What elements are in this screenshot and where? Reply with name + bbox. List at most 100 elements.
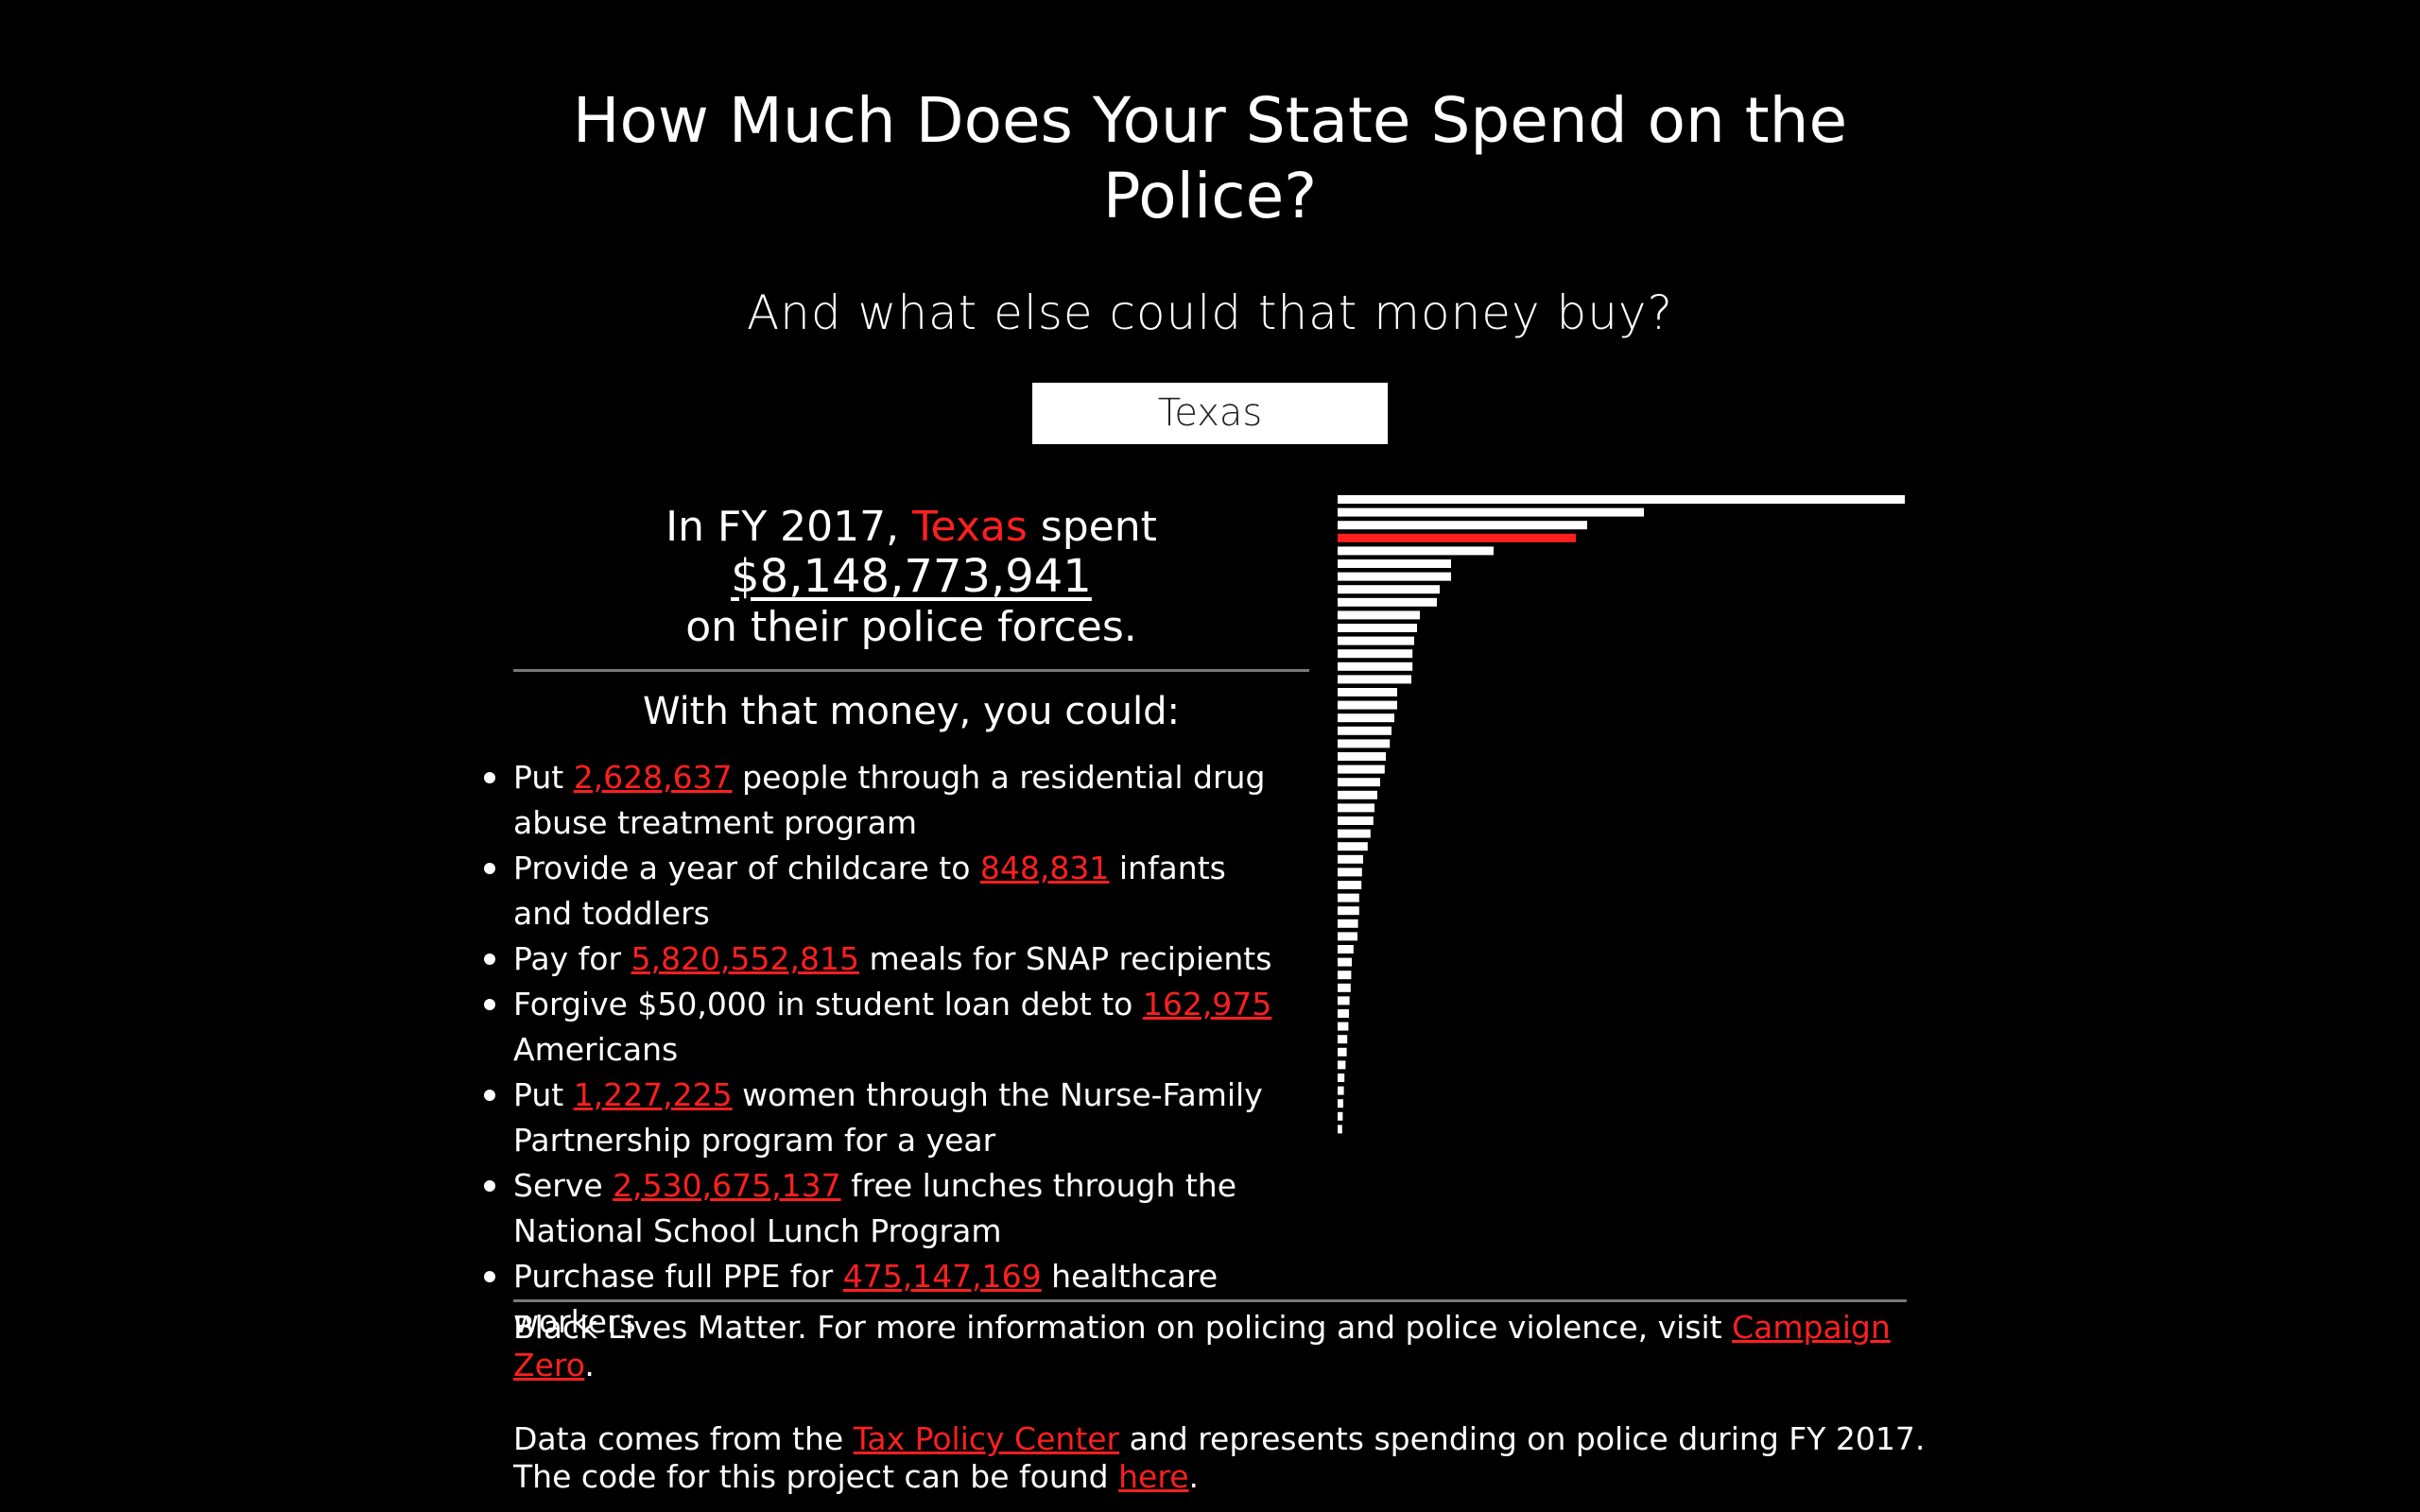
state-bar[interactable] (1338, 507, 1644, 517)
code-note: The code for this project can be found h… (513, 1458, 1931, 1496)
state-bar[interactable] (1338, 1086, 1344, 1095)
state-bar[interactable] (1338, 842, 1368, 851)
state-bar[interactable] (1338, 829, 1371, 838)
state-bar[interactable] (1338, 559, 1451, 568)
state-bar[interactable] (1338, 765, 1385, 774)
state-bar[interactable] (1338, 919, 1358, 928)
state-bar[interactable] (1338, 996, 1350, 1005)
state-bar[interactable] (1338, 636, 1414, 645)
blm-period: . (584, 1347, 595, 1383)
state-bar[interactable] (1338, 945, 1354, 954)
alternative-text-after: Americans (513, 1031, 679, 1068)
state-bar[interactable] (1338, 572, 1451, 581)
alternative-number-link[interactable]: 2,530,675,137 (613, 1167, 841, 1204)
bullet-icon (484, 1090, 495, 1101)
state-bar[interactable] (1338, 1074, 1345, 1082)
footer: Black Lives Matter. For more information… (513, 1309, 1931, 1496)
alternative-text-after: people through a residential drug abuse … (513, 759, 1266, 841)
state-bar[interactable] (1338, 1035, 1348, 1044)
alternative-text-before: Serve (513, 1167, 603, 1204)
bullet-icon (484, 772, 495, 783)
state-bar[interactable] (1338, 688, 1397, 696)
state-bar[interactable] (1338, 790, 1377, 799)
alternative-text-after: meals for SNAP recipients (869, 940, 1272, 977)
state-bar[interactable] (1338, 868, 1362, 877)
state-bar[interactable] (1338, 971, 1352, 980)
bullet-icon (484, 954, 495, 965)
code-period: . (1188, 1458, 1200, 1495)
bullet-icon (484, 999, 495, 1010)
page-title: How Much Does Your State Spend on the Po… (0, 83, 2420, 234)
state-bar[interactable] (1338, 1125, 1342, 1134)
alternative-number-link[interactable]: 2,628,637 (573, 759, 733, 796)
spending-summary: In FY 2017, Texas spent $8,148,773,941 o… (473, 491, 1323, 1345)
tax-policy-center-link[interactable]: Tax Policy Center (853, 1420, 1120, 1457)
alternative-item: Pay for 5,820,552,815 meals for SNAP rec… (473, 936, 1288, 982)
state-bar[interactable] (1338, 585, 1440, 594)
state-bar[interactable] (1338, 610, 1420, 620)
selected-state-bar[interactable] (1338, 533, 1576, 542)
state-bar[interactable] (1338, 983, 1351, 992)
state-bar[interactable] (1338, 521, 1587, 530)
alternative-text-after: infants and toddlers (513, 850, 1226, 932)
code-link[interactable]: here (1118, 1458, 1189, 1495)
divider (513, 669, 1309, 672)
state-bar[interactable] (1338, 700, 1397, 710)
spending-statement: In FY 2017, Texas spent $8,148,773,941 o… (513, 491, 1309, 652)
state-bar[interactable] (1338, 854, 1363, 864)
stat-spent: spent (1040, 503, 1157, 551)
alternative-number-link[interactable]: 848,831 (979, 850, 1110, 886)
alternative-text-before: Put (513, 1076, 564, 1113)
data-source-text: Data comes from the (513, 1420, 844, 1457)
campaign-zero-link[interactable]: Campaign Zero (513, 1309, 1891, 1383)
alternatives-list: Put 2,628,637 people through a residenti… (473, 755, 1323, 1345)
alternative-number-link[interactable]: 475,147,169 (842, 1258, 1042, 1295)
state-bar[interactable] (1338, 778, 1380, 787)
state-bar[interactable] (1338, 662, 1413, 671)
state-bar[interactable] (1338, 1060, 1346, 1070)
stat-suffix: on their police forces. (685, 603, 1137, 651)
alternatives-heading: With that money, you could: (643, 690, 1180, 733)
state-bar[interactable] (1338, 816, 1374, 825)
alternative-item: Put 2,628,637 people through a residenti… (473, 755, 1288, 846)
alternative-number-link[interactable]: 162,975 (1142, 986, 1272, 1022)
state-bar[interactable] (1338, 624, 1417, 632)
state-bar[interactable] (1338, 957, 1352, 967)
state-bar[interactable] (1338, 546, 1494, 556)
alternative-text-after: free lunches through the National School… (513, 1167, 1237, 1249)
state-bar[interactable] (1338, 649, 1413, 659)
alternative-item: Put 1,227,225 women through the Nurse-Fa… (473, 1073, 1288, 1163)
page-subtitle: And what else could that money buy? (746, 285, 1674, 340)
state-bar[interactable] (1338, 893, 1359, 902)
state-bar[interactable] (1338, 597, 1437, 607)
state-bar[interactable] (1338, 726, 1392, 735)
state-bar[interactable] (1338, 1111, 1343, 1121)
state-bar[interactable] (1338, 906, 1359, 916)
state-bar[interactable] (1338, 881, 1362, 889)
state-bar[interactable] (1338, 752, 1386, 761)
alternative-number-link[interactable]: 1,227,225 (573, 1076, 733, 1113)
state-bar[interactable] (1338, 495, 1905, 504)
alternative-number-link[interactable]: 5,820,552,815 (631, 940, 859, 977)
state-bar[interactable] (1338, 675, 1411, 684)
state-bar[interactable] (1338, 1047, 1347, 1057)
stat-amount: $8,148,773,941 (731, 550, 1092, 603)
bullet-icon (484, 1271, 495, 1282)
state-bar[interactable] (1338, 1009, 1349, 1018)
data-source-note: Data comes from the Tax Policy Center an… (513, 1420, 1931, 1458)
stat-state-name: Texas (912, 503, 1028, 551)
alternative-text-before: Purchase full PPE for (513, 1258, 834, 1295)
bullet-icon (484, 863, 495, 874)
alternative-text-before: Forgive $50,000 in student loan debt to (513, 986, 1133, 1022)
page-title-line-2: Police? (1102, 160, 1318, 232)
state-bar[interactable] (1338, 739, 1391, 748)
state-bar[interactable] (1338, 803, 1374, 813)
footer-divider (513, 1299, 1907, 1302)
state-bar[interactable] (1338, 1099, 1343, 1108)
state-bar[interactable] (1338, 932, 1357, 941)
page-title-line-1: How Much Does Your State Spend on the (572, 84, 1848, 157)
state-bar[interactable] (1338, 1022, 1349, 1031)
state-bar[interactable] (1338, 713, 1394, 723)
state-select[interactable]: Texas (1032, 383, 1388, 444)
